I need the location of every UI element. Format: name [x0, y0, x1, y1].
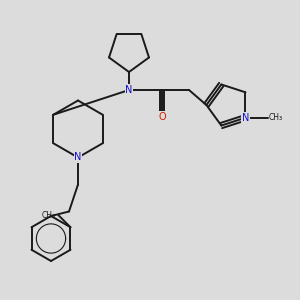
Text: N: N [242, 113, 249, 123]
Text: O: O [158, 112, 166, 122]
Text: N: N [74, 152, 82, 163]
Text: N: N [125, 85, 133, 95]
Text: CH₃: CH₃ [268, 113, 283, 122]
Text: CH₃: CH₃ [41, 211, 56, 220]
